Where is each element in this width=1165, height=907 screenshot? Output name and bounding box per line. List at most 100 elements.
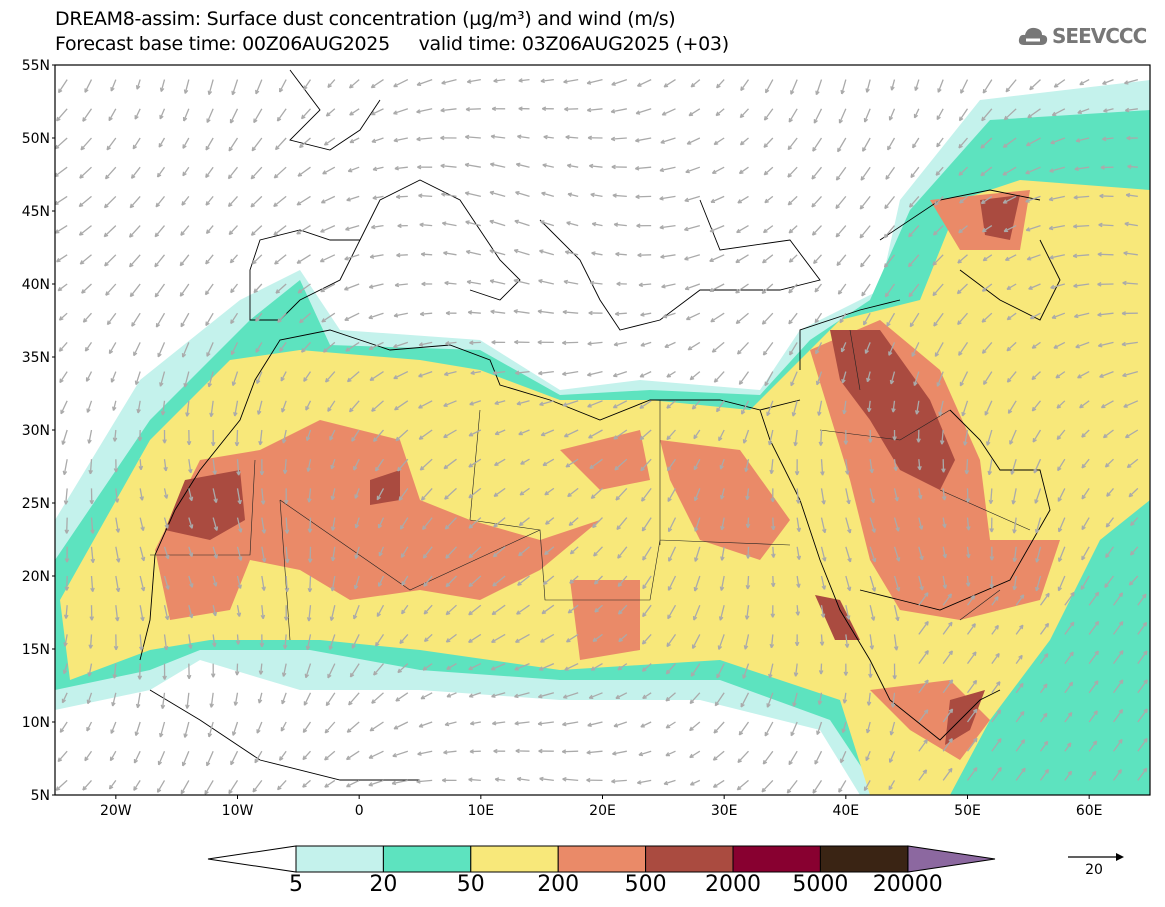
wind-arrow: [586, 78, 603, 85]
wind-arrow: [662, 312, 676, 319]
wind-arrow: [813, 108, 823, 124]
wind-arrow: [110, 721, 117, 734]
wind-arrow: [307, 546, 313, 563]
wind-arrow: [303, 371, 312, 382]
wind-arrow: [991, 596, 999, 606]
wind-arrow: [913, 108, 920, 119]
wind-arrow: [444, 721, 457, 727]
wind-arrow: [306, 605, 312, 622]
colorbar-over-triangle: [907, 845, 996, 873]
wind-arrow: [1137, 708, 1148, 723]
wind-arrow: [861, 283, 871, 297]
wind-arrow: [78, 195, 92, 208]
latitude-label: 25N: [22, 496, 50, 512]
wind-arrow: [745, 517, 751, 529]
wind-arrow: [563, 429, 579, 438]
wind-arrow: [420, 252, 433, 257]
wind-arrow: [112, 429, 118, 442]
wind-arrow: [212, 605, 218, 617]
wind-arrow: [323, 137, 336, 146]
wind-arrow: [562, 721, 579, 727]
wind-arrow: [1124, 107, 1138, 113]
wind-arrow: [665, 750, 676, 757]
wind-arrow: [515, 162, 530, 168]
wind-arrow: [470, 370, 481, 376]
wind-arrow: [936, 137, 944, 148]
wind-arrow: [588, 163, 603, 169]
wind-arrow: [255, 342, 263, 353]
wind-arrow: [893, 605, 900, 622]
wind-arrow: [991, 738, 1002, 752]
wind-arrow: [90, 546, 96, 564]
wind-arrow: [843, 429, 849, 445]
wind-arrow: [616, 281, 627, 287]
wind-arrow: [893, 488, 899, 502]
wind-arrow: [228, 780, 239, 795]
wind-arrow: [464, 162, 481, 168]
wind-arrow: [685, 312, 701, 321]
wind-arrow: [668, 546, 677, 562]
wind-arrow: [443, 429, 457, 439]
wind-arrow: [562, 777, 579, 782]
wind-arrow: [588, 429, 603, 439]
wind-arrow: [982, 79, 993, 94]
wind-arrow: [838, 108, 847, 124]
wind-arrow: [330, 546, 336, 562]
wind-arrow: [352, 604, 360, 620]
wind-arrow: [635, 137, 652, 143]
wind-arrow: [942, 708, 954, 723]
wind-arrow: [1102, 78, 1114, 85]
wind-arrow: [740, 692, 750, 708]
wind-arrow: [966, 708, 978, 723]
wind-arrow: [62, 663, 68, 675]
wind-arrow: [786, 780, 798, 794]
wind-arrow: [565, 458, 579, 468]
wind-arrow: [980, 137, 993, 149]
wind-arrow: [566, 163, 579, 169]
wind-arrow: [55, 166, 68, 178]
wind-arrow: [840, 750, 847, 764]
wind-arrow: [763, 166, 774, 176]
wind-arrow: [443, 400, 457, 407]
wind-arrow: [612, 370, 628, 378]
wind-arrow: [418, 193, 433, 199]
wind-arrow: [393, 137, 408, 143]
wind-arrow: [1039, 740, 1049, 752]
wind-arrow: [327, 663, 336, 679]
wind-arrow: [88, 459, 93, 475]
wind-arrow: [590, 663, 603, 671]
wind-arrow: [230, 342, 239, 356]
wind-arrow: [563, 78, 579, 84]
wind-arrow: [137, 663, 143, 680]
wind-arrow: [1057, 488, 1066, 502]
wind-arrow: [489, 279, 506, 285]
wind-arrow: [307, 488, 312, 503]
wind-arrow: [250, 225, 263, 236]
wind-arrow: [612, 193, 627, 198]
wind-arrow: [1006, 341, 1017, 352]
wind-arrow: [637, 252, 652, 258]
wind-arrow: [302, 750, 311, 761]
wind-arrow: [1025, 137, 1041, 147]
wind-arrow: [307, 575, 313, 593]
wind-arrow: [115, 517, 121, 533]
wind-arrow: [956, 283, 968, 295]
wind-arrow: [346, 750, 360, 761]
wind-arrow: [159, 721, 166, 738]
wind-arrow: [56, 254, 68, 263]
wind-arrow: [183, 371, 190, 388]
wind-arrow: [618, 633, 628, 643]
colorbar-segment: [557, 845, 647, 873]
longitude-label: 20E: [589, 803, 616, 819]
wind-arrow: [420, 692, 433, 700]
wind-arrow: [762, 342, 774, 356]
wind-arrow: [1124, 429, 1139, 439]
wind-arrow: [444, 487, 457, 500]
wind-arrow: [659, 195, 676, 201]
wind-arrow: [86, 400, 93, 413]
wind-arrow: [468, 546, 482, 559]
wind-arrow: [642, 692, 652, 700]
wind-arrow: [884, 195, 896, 210]
wind-arrow: [236, 546, 243, 561]
wind-arrow: [1025, 166, 1041, 175]
